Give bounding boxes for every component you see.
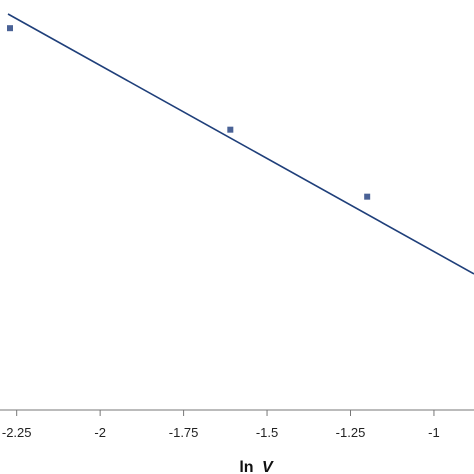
- data-point: [7, 25, 13, 32]
- data-point: [227, 126, 234, 133]
- x-axis-title-main: ln: [239, 459, 253, 474]
- data-points: [7, 25, 371, 200]
- data-point: [364, 193, 371, 200]
- x-tick-label: -1.75: [169, 425, 199, 440]
- x-axis-tick-labels: -2.25 -2 -1.75 -1.5 -1.25 -1: [2, 425, 440, 440]
- x-tick-label: -1.5: [256, 425, 278, 440]
- x-tick-label: -1: [428, 425, 440, 440]
- x-tick-label: -2: [94, 425, 106, 440]
- x-tick-label: -1.25: [336, 425, 366, 440]
- trend-line: [7, 13, 474, 275]
- x-axis-title: ln V: [239, 459, 274, 474]
- x-axis-title-variable: V: [262, 459, 274, 474]
- x-tick-label: -2.25: [2, 425, 32, 440]
- x-axis-ticks: [16, 410, 435, 416]
